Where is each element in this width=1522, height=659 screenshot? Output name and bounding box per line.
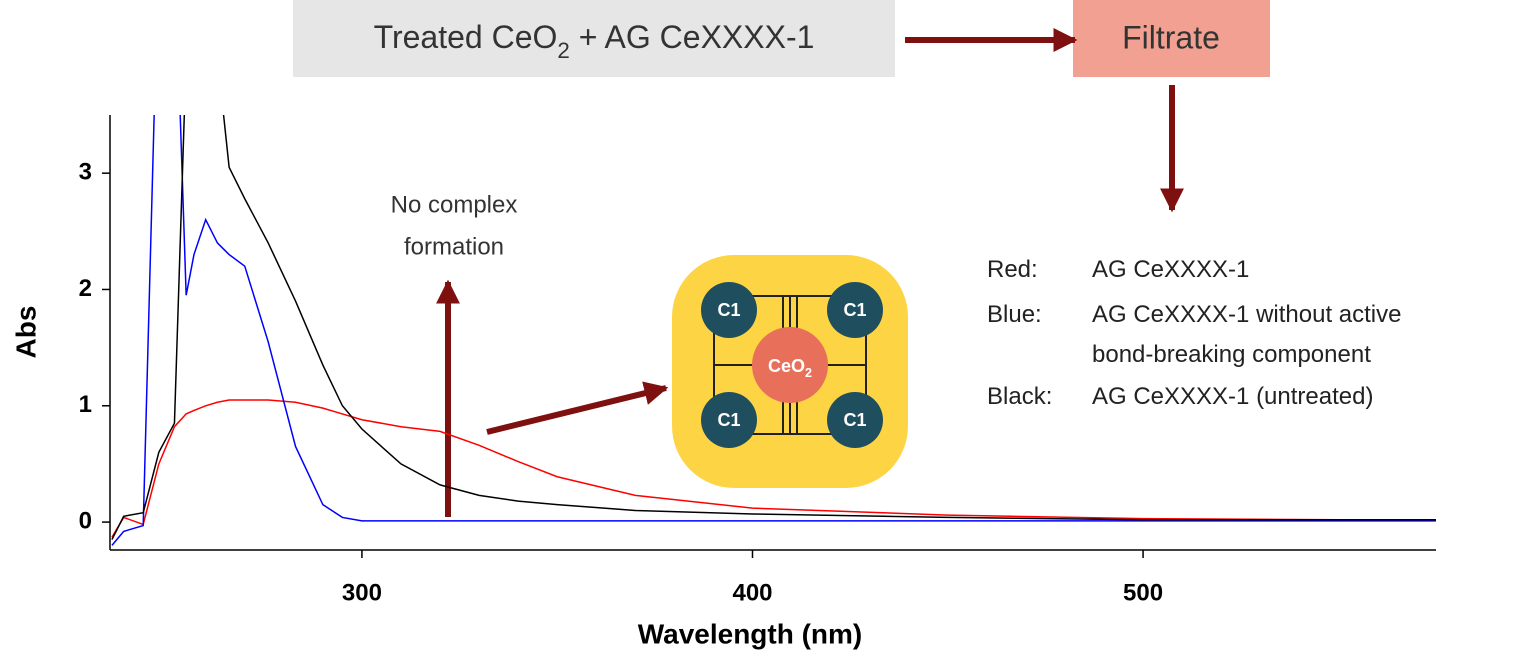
x-tick-label: 300	[342, 579, 382, 606]
y-tick-label: 0	[79, 507, 92, 534]
ligand-label: C1	[843, 300, 866, 320]
y-tick-label: 1	[79, 391, 92, 418]
ligand-label: C1	[717, 300, 740, 320]
y-tick-label: 3	[79, 158, 92, 185]
subscript: 2	[805, 366, 812, 380]
label-part: + AG CeXXXX-1	[570, 19, 815, 55]
ligand-label: C1	[717, 410, 740, 430]
annotation: formation	[404, 233, 504, 260]
subscript: 2	[557, 38, 569, 63]
x-axis-label: Wavelength (nm)	[638, 618, 863, 649]
legend-key: Red:	[987, 250, 1038, 290]
legend-key: Blue:	[987, 295, 1042, 335]
label-part: CeO	[768, 356, 805, 376]
ligand-label: C1	[843, 410, 866, 430]
x-tick-label: 400	[732, 579, 772, 606]
product-label: Filtrate	[1122, 19, 1220, 55]
legend-label: AG CeXXXX-1 (untreated)	[1092, 377, 1437, 417]
legend-label: AG CeXXXX-1 without active bond-breaking…	[1092, 295, 1437, 375]
y-tick-label: 2	[79, 275, 92, 302]
legend-key: Black:	[987, 377, 1052, 417]
arrow	[487, 388, 666, 432]
y-axis-label: Abs	[10, 306, 41, 359]
annotation: No complex	[391, 191, 518, 218]
legend-label: AG CeXXXX-1	[1092, 250, 1437, 290]
page: {"chart_data": {"type": "line", "reactan…	[0, 0, 1522, 659]
label-part: Treated CeO	[374, 19, 558, 55]
x-tick-label: 500	[1123, 579, 1163, 606]
